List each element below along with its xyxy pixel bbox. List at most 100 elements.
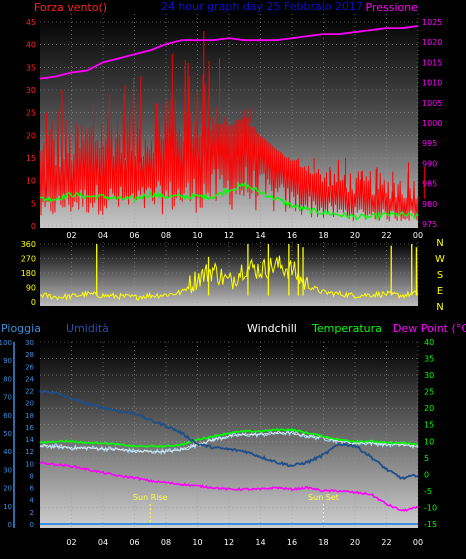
wind-y-tick-label: 20 bbox=[26, 131, 36, 140]
humidity-y-tick-label: 20 bbox=[3, 485, 12, 493]
wind-x-tick-label: 14 bbox=[255, 231, 265, 240]
pressure-y-tick-label: 1010 bbox=[422, 79, 442, 88]
pressure-y-tick-label: 1015 bbox=[422, 58, 442, 67]
rain-y-tick-label: 0 bbox=[30, 521, 34, 529]
wind-y-tick-label: 25 bbox=[26, 109, 36, 118]
wind-x-tick-label: 04 bbox=[98, 231, 108, 240]
rain-y-tick-label: 10 bbox=[25, 460, 34, 468]
wind-y-tick-label: 30 bbox=[26, 86, 36, 95]
direction-y-tick-label: 360 bbox=[21, 240, 36, 249]
wind-pressure-ticks: 0510152025303540459759809859909951000100… bbox=[26, 18, 443, 240]
rain-y-tick-label: 16 bbox=[25, 424, 34, 432]
temp-x-tick-label: 06 bbox=[129, 538, 139, 547]
humidity-line bbox=[39, 389, 419, 481]
compass-label: E bbox=[437, 286, 443, 297]
legend-windchill: Windchill bbox=[247, 322, 297, 335]
rain-y-tick-label: 12 bbox=[25, 448, 34, 456]
rain-y-tick-label: 20 bbox=[25, 400, 34, 408]
pressure-line bbox=[39, 25, 419, 80]
temperature-y-tick-label: -5 bbox=[424, 487, 432, 496]
compass-label: N bbox=[436, 238, 443, 249]
wind-x-tick-label: 00 bbox=[413, 231, 423, 240]
rain-y-tick-label: 24 bbox=[25, 375, 34, 383]
temp-x-tick-label: 22 bbox=[381, 538, 391, 547]
wind-y-tick-label: 5 bbox=[31, 199, 36, 208]
wind-average-line bbox=[39, 181, 419, 222]
direction-y-tick-label: 180 bbox=[21, 269, 36, 278]
pressure-y-tick-label: 995 bbox=[422, 139, 437, 148]
wind-speed-line bbox=[39, 59, 419, 222]
humidity-y-tick-label: 80 bbox=[3, 375, 12, 383]
humidity-y-tick-label: 0 bbox=[8, 521, 12, 529]
rain-y-tick-label: 28 bbox=[25, 351, 34, 359]
humidity-y-tick-label: 60 bbox=[3, 412, 12, 420]
pressure-y-tick-label: 1005 bbox=[422, 99, 442, 108]
rain-y-tick-label: 4 bbox=[30, 497, 35, 505]
compass-label: W bbox=[435, 254, 445, 265]
windchill-line bbox=[39, 431, 419, 453]
temp-x-tick-label: 20 bbox=[350, 538, 360, 547]
pressure-y-tick-label: 975 bbox=[422, 220, 437, 229]
compass-label: S bbox=[437, 270, 443, 281]
temp-x-tick-label: 04 bbox=[98, 538, 108, 547]
temperature-y-tick-label: -15 bbox=[424, 520, 437, 529]
humidity-y-tick-label: 70 bbox=[3, 394, 12, 402]
rain-y-tick-label: 22 bbox=[25, 388, 34, 396]
wind-x-tick-label: 08 bbox=[161, 231, 171, 240]
sun-label: Sun Set bbox=[308, 493, 339, 502]
chart-title: 24 hour graph day 25 Febbraio 2017 bbox=[161, 0, 363, 13]
rain-y-tick-label: 6 bbox=[30, 485, 35, 493]
sun-label: Sun Rise bbox=[133, 493, 168, 502]
wind-y-tick-label: 35 bbox=[26, 63, 36, 72]
wind-x-tick-label: 22 bbox=[381, 231, 391, 240]
temp-x-tick-label: 12 bbox=[224, 538, 234, 547]
humidity-y-tick-label: 100 bbox=[0, 339, 12, 347]
temperature-y-tick-label: 5 bbox=[424, 454, 429, 463]
direction-y-tick-label: 0 bbox=[31, 298, 36, 307]
rain-y-tick-label: 18 bbox=[25, 412, 34, 420]
temperature-y-tick-label: 35 bbox=[424, 355, 434, 364]
rain-y-tick-label: 30 bbox=[25, 339, 34, 347]
wind-x-tick-label: 12 bbox=[224, 231, 234, 240]
wind-pressure-series bbox=[39, 25, 425, 222]
wind-y-tick-label: 0 bbox=[31, 222, 36, 231]
legend-pioggia: Pioggia bbox=[1, 322, 41, 335]
temperature-y-tick-label: 40 bbox=[424, 338, 434, 347]
temperature-y-tick-label: 25 bbox=[424, 388, 434, 397]
wind-y-tick-label: 10 bbox=[26, 177, 36, 186]
temperature-y-tick-label: 0 bbox=[424, 470, 429, 479]
wind-y-tick-label: 40 bbox=[26, 41, 36, 50]
rain-y-tick-label: 14 bbox=[25, 436, 34, 444]
pressure-y-tick-label: 985 bbox=[422, 180, 437, 189]
wind-x-tick-label: 20 bbox=[350, 231, 360, 240]
wind-x-tick-label: 18 bbox=[318, 231, 328, 240]
temperature-y-tick-label: 30 bbox=[424, 371, 434, 380]
rain-y-tick-label: 2 bbox=[30, 509, 34, 517]
humidity-y-tick-label: 10 bbox=[3, 503, 12, 511]
temperature-series bbox=[39, 389, 419, 525]
humidity-y-tick-label: 90 bbox=[3, 357, 12, 365]
wind-y-tick-label: 45 bbox=[26, 18, 36, 27]
wind-y-tick-label: 15 bbox=[26, 154, 36, 163]
temperature-y-tick-label: 10 bbox=[424, 437, 434, 446]
direction-y-tick-label: 270 bbox=[21, 255, 36, 264]
legend-dew-point: Dew Point (°C) bbox=[393, 322, 466, 335]
wind-x-tick-label: 06 bbox=[129, 231, 139, 240]
sun-annotations: Sun Rise Sun Set bbox=[133, 493, 339, 522]
legend-umidita: Umidità bbox=[66, 322, 109, 335]
direction-series bbox=[40, 244, 419, 302]
temp-x-tick-label: 02 bbox=[66, 538, 76, 547]
temp-x-tick-label: 18 bbox=[318, 538, 328, 547]
humidity-y-tick-label: 30 bbox=[3, 466, 12, 474]
pressure-y-tick-label: 1025 bbox=[422, 18, 442, 27]
legend-temperatura: Temperatura bbox=[311, 322, 382, 335]
pressure-y-tick-label: 1000 bbox=[422, 119, 442, 128]
temperature-y-tick-label: -10 bbox=[424, 503, 437, 512]
humidity-y-tick-label: 40 bbox=[3, 448, 12, 456]
temp-x-tick-label: 08 bbox=[161, 538, 171, 547]
dewpoint-line bbox=[39, 461, 419, 512]
rain-y-tick-label: 8 bbox=[30, 472, 34, 480]
